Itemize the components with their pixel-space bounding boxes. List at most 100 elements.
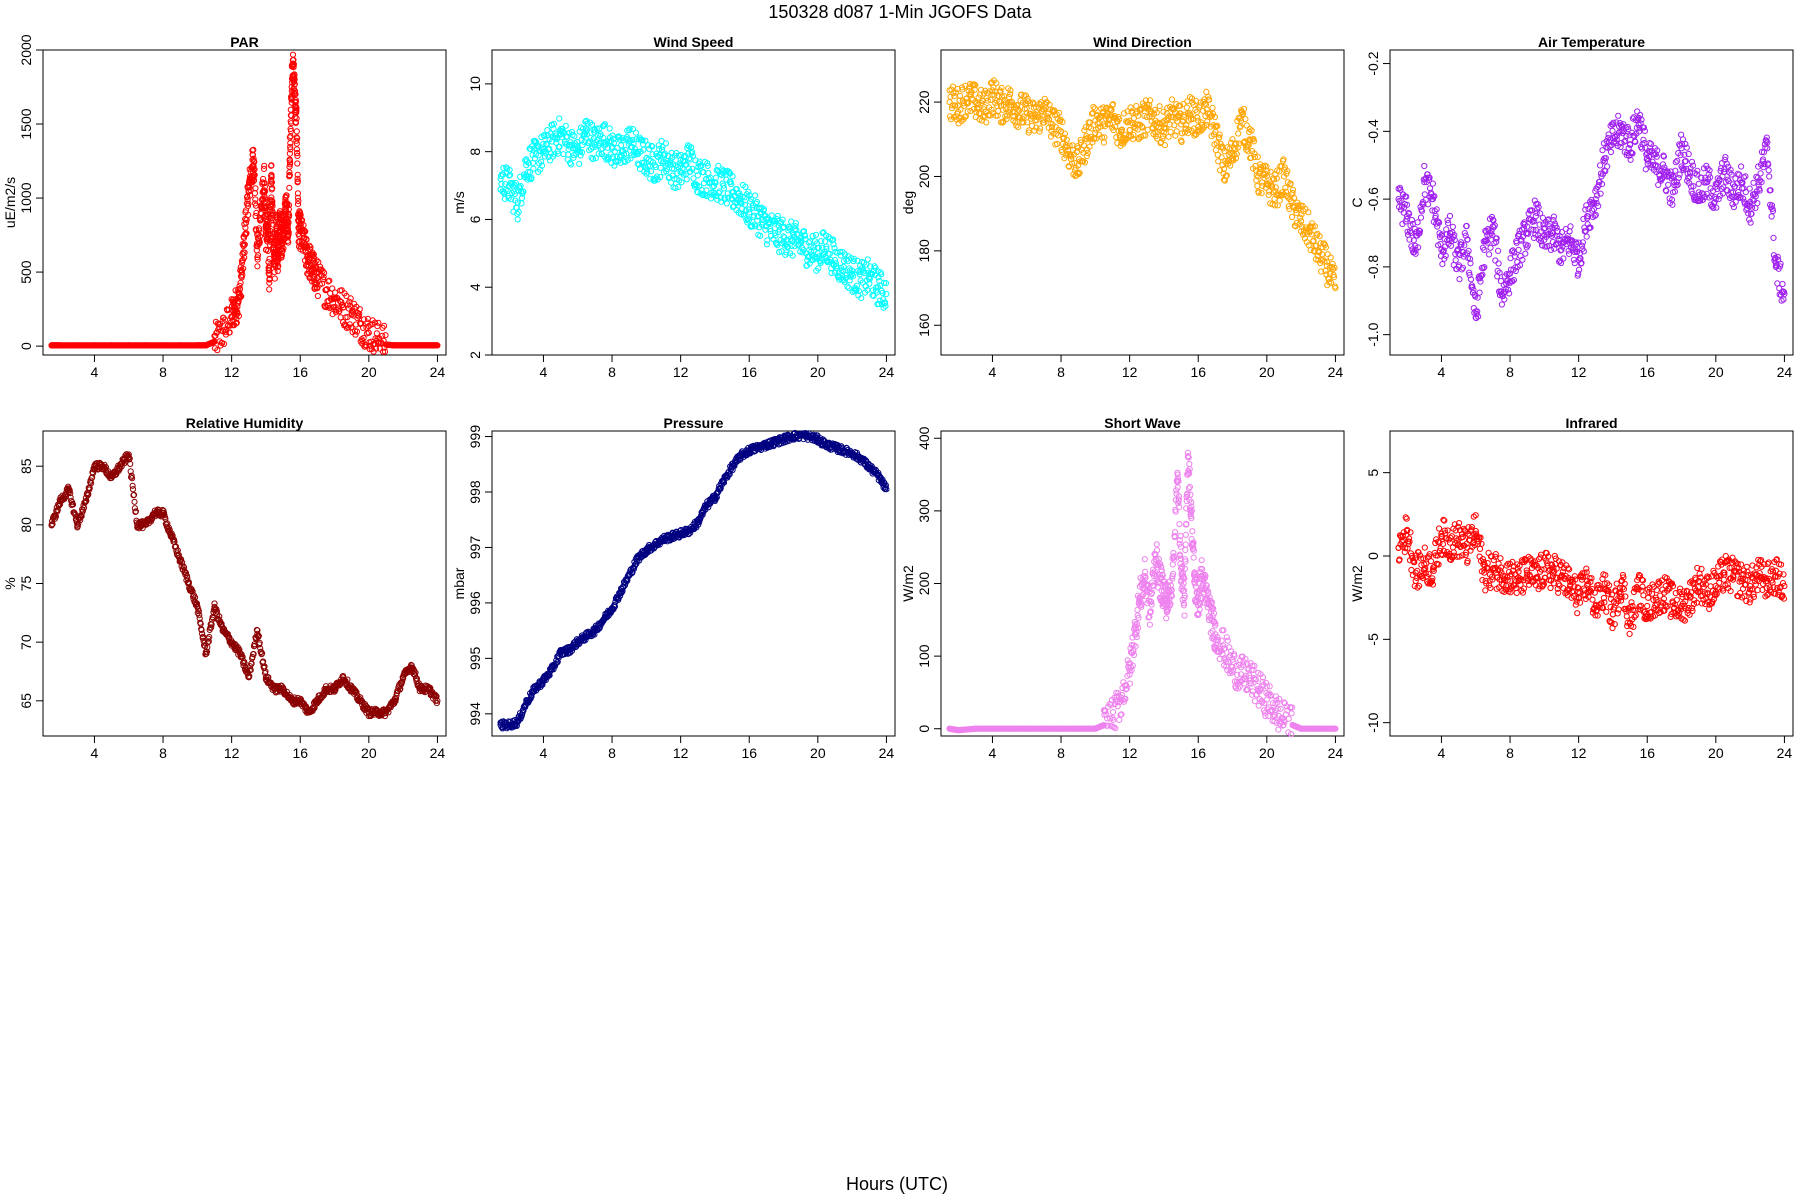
y-tick-label: 85 — [18, 458, 34, 474]
data-point — [265, 259, 272, 266]
data-point — [1738, 163, 1745, 170]
data-point — [1779, 280, 1786, 288]
data-point — [946, 99, 953, 106]
y-tick-label: 996 — [467, 591, 483, 615]
data-point — [1597, 162, 1604, 169]
data-point — [271, 275, 278, 282]
data-point — [751, 192, 759, 199]
y-tick-label: 994 — [467, 702, 483, 726]
data-point — [753, 198, 761, 206]
data-point — [1327, 254, 1334, 261]
data-points — [497, 429, 890, 732]
y-axis-label: % — [2, 577, 18, 589]
data-points — [48, 51, 441, 355]
y-tick-label: 8 — [467, 148, 483, 156]
data-point — [1209, 104, 1216, 112]
data-point — [295, 197, 302, 205]
data-point — [1747, 219, 1754, 226]
data-point — [1674, 157, 1681, 164]
data-point — [1642, 166, 1649, 173]
data-point — [1550, 213, 1558, 220]
data-point — [1235, 130, 1242, 137]
data-point — [1417, 214, 1425, 221]
x-tick-label: 4 — [91, 364, 99, 380]
data-point — [774, 212, 781, 220]
data-points — [497, 115, 890, 311]
data-point — [1156, 103, 1163, 110]
y-axis-label: mbar — [451, 567, 467, 599]
y-tick-label: 997 — [467, 536, 483, 560]
y-tick-label: -0.2 — [1365, 51, 1381, 75]
x-tick-label: 8 — [159, 364, 167, 380]
x-tick-label: 4 — [540, 364, 548, 380]
data-point — [274, 267, 281, 275]
y-tick-label: 160 — [916, 313, 932, 337]
data-point — [286, 184, 293, 191]
x-tick-label: 16 — [741, 745, 757, 761]
data-point — [129, 486, 137, 493]
data-point — [1254, 183, 1261, 190]
x-tick-label: 8 — [608, 745, 616, 761]
y-tick-label: -0.8 — [1365, 255, 1381, 279]
y-tick-label: 998 — [467, 480, 483, 504]
y-tick-label: 4 — [467, 283, 483, 291]
data-point — [662, 140, 670, 147]
x-tick-label: 24 — [1328, 364, 1344, 380]
data-point — [1439, 261, 1446, 268]
data-point — [1161, 142, 1169, 149]
data-point — [1429, 180, 1437, 187]
x-tick-label: 16 — [741, 364, 757, 380]
data-point — [1486, 251, 1493, 258]
x-tick-label: 4 — [91, 745, 99, 761]
y-tick-label: 75 — [18, 576, 34, 592]
y-axis-label: deg — [900, 191, 916, 214]
data-point — [1567, 223, 1574, 230]
data-point — [1765, 167, 1772, 174]
data-point — [821, 238, 829, 245]
data-point — [1522, 250, 1529, 257]
x-tick-label: 24 — [1777, 364, 1793, 380]
data-point — [1214, 151, 1221, 158]
y-tick-label: 220 — [916, 90, 932, 114]
x-tick-label: 16 — [1190, 364, 1206, 380]
data-point — [1695, 180, 1702, 187]
data-point — [1100, 139, 1108, 146]
data-points — [946, 77, 1339, 292]
y-tick-label: 999 — [467, 425, 483, 449]
data-point — [1449, 223, 1457, 230]
data-point — [289, 51, 297, 58]
y-tick-label: 0 — [18, 342, 34, 350]
data-point — [271, 269, 278, 276]
data-point — [131, 498, 138, 505]
data-point — [1676, 171, 1683, 178]
data-point — [562, 122, 569, 129]
data-point — [1183, 104, 1190, 111]
y-tick-label: 65 — [18, 693, 34, 709]
x-tick-label: 12 — [224, 745, 240, 761]
panel-title: Pressure — [664, 415, 724, 431]
x-tick-label: 24 — [879, 745, 895, 761]
data-point — [632, 129, 640, 136]
x-tick-label: 20 — [810, 364, 826, 380]
y-tick-label: 1000 — [18, 182, 34, 213]
data-point — [331, 289, 339, 296]
data-point — [530, 165, 537, 172]
y-axis-label: uE/m2/s — [2, 177, 18, 228]
data-point — [514, 216, 521, 223]
data-points — [48, 451, 441, 720]
data-point — [809, 232, 816, 240]
data-point — [1421, 162, 1428, 170]
data-point — [1665, 181, 1672, 188]
data-point — [1167, 128, 1174, 135]
x-tick-label: 24 — [430, 745, 446, 761]
y-tick-label: 70 — [18, 634, 34, 650]
x-tick-label: 12 — [673, 745, 689, 761]
data-point — [1421, 191, 1428, 198]
data-point — [1532, 213, 1539, 220]
data-point — [1495, 247, 1502, 254]
plot-frame — [42, 430, 447, 737]
